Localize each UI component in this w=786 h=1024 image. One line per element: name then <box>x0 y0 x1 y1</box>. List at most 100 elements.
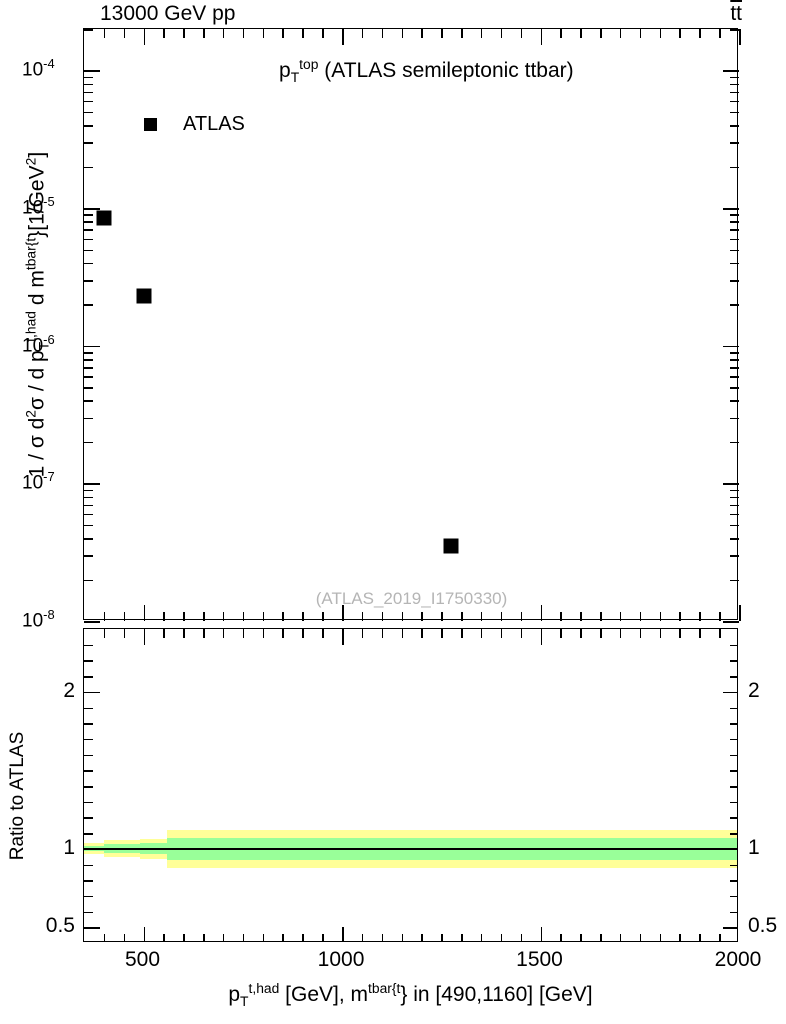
ratio-major-tick-right <box>723 927 737 929</box>
y-minor-tick <box>84 29 93 31</box>
ratio-minor-tick-right <box>730 644 737 647</box>
x-minor-tick-bottom <box>381 612 384 621</box>
ratio-x-minor-tick-bottom <box>163 934 165 941</box>
x-minor-tick <box>600 29 602 38</box>
y-minor-tick <box>84 262 93 265</box>
x-tick-label: 500 <box>125 948 161 971</box>
y-tick-label: 10-4 <box>22 56 55 81</box>
beam-energy-label: 13000 GeV pp <box>100 2 235 26</box>
ratio-x-minor-tick-bottom <box>441 934 443 941</box>
x-minor-tick-bottom <box>461 612 463 621</box>
x-tick-label: 2000 <box>714 948 762 971</box>
ratio-x-minor-tick <box>580 629 582 638</box>
ratio-x-minor-tick-bottom <box>719 934 721 941</box>
ratio-minor-tick <box>84 676 93 678</box>
ratio-x-minor-tick <box>441 629 443 638</box>
x-minor-tick-bottom <box>401 612 404 621</box>
ratio-x-minor-tick-bottom <box>123 934 126 941</box>
y-minor-tick-right <box>730 142 739 144</box>
y-major-tick-right <box>723 483 739 485</box>
x-minor-tick-bottom <box>163 612 165 621</box>
y-minor-tick-right <box>730 166 739 169</box>
x-minor-tick-bottom <box>203 612 205 621</box>
ratio-x-minor-tick <box>560 629 562 638</box>
ratio-x-minor-tick <box>381 629 384 638</box>
x-minor-tick <box>203 29 205 38</box>
process-label: tt <box>730 2 742 26</box>
y-minor-tick-right <box>730 504 739 507</box>
x-minor-tick <box>361 29 364 38</box>
x-minor-tick-bottom <box>679 612 681 621</box>
data-point-marker <box>96 210 112 226</box>
ratio-x-minor-tick-bottom <box>639 934 642 941</box>
ratio-x-minor-tick <box>619 629 622 638</box>
y-minor-tick-right <box>730 524 739 527</box>
ratio-x-minor-tick <box>480 629 483 638</box>
x-minor-tick-bottom <box>361 612 364 621</box>
x-minor-tick <box>441 29 443 38</box>
ratio-minor-tick-right <box>730 676 737 678</box>
plot-title-sub: T <box>290 69 300 86</box>
y-minor-tick <box>84 249 93 251</box>
x-minor-tick <box>401 29 404 38</box>
y-minor-tick-right <box>730 555 739 557</box>
y-tick-label: 10-8 <box>22 607 55 632</box>
x-minor-tick <box>480 29 483 38</box>
legend-label-atlas: ATLAS <box>183 113 245 135</box>
ratio-minor-tick-right <box>730 754 737 757</box>
ratio-y-axis-title: Ratio to ATLAS <box>7 731 28 861</box>
y-minor-tick <box>84 555 93 557</box>
x-minor-tick-bottom <box>560 612 562 621</box>
ratio-x-major-tick-bottom <box>143 927 146 941</box>
legend: ATLAS <box>144 113 245 136</box>
main-plot-panel: pTtop (ATLAS semileptonic ttbar) ATLAS (… <box>83 28 741 623</box>
ratio-minor-tick <box>84 833 93 835</box>
data-point-marker <box>443 538 459 554</box>
y-minor-tick-right <box>730 417 739 420</box>
ratio-minor-tick <box>84 864 93 866</box>
y-minor-tick <box>84 142 93 144</box>
ratio-x-minor-tick <box>123 629 126 638</box>
ratio-x-minor-tick-bottom <box>500 934 503 941</box>
y-tick-label: 10-7 <box>22 469 55 494</box>
ratio-x-minor-tick-bottom <box>600 934 602 941</box>
ratio-x-major-tick-bottom <box>342 927 344 941</box>
y-minor-tick-right <box>730 91 739 94</box>
y-minor-tick <box>84 513 93 516</box>
x-minor-tick-bottom <box>520 612 523 621</box>
ratio-minor-tick <box>84 895 93 898</box>
x-tick-label: 1500 <box>516 948 563 971</box>
x-minor-tick-bottom <box>322 612 324 621</box>
ratio-x-minor-tick <box>262 629 265 638</box>
ratio-x-minor-tick-bottom <box>699 934 701 941</box>
x-minor-tick <box>222 29 225 38</box>
ratio-x-major-tick <box>540 629 542 645</box>
ratio-x-minor-tick <box>322 629 324 638</box>
x-minor-tick <box>163 29 165 38</box>
y-minor-tick <box>84 489 93 492</box>
ratio-minor-tick-right <box>730 895 737 898</box>
ratio-minor-tick <box>84 786 93 788</box>
x-minor-tick-bottom <box>242 612 245 621</box>
x-minor-tick <box>520 29 523 38</box>
x-minor-tick-bottom <box>639 612 642 621</box>
y-minor-tick <box>84 538 93 540</box>
legend-marker-icon <box>144 118 157 131</box>
x-minor-tick <box>560 29 562 38</box>
ratio-x-minor-tick-bottom <box>203 934 205 941</box>
y-major-tick-right <box>723 621 739 623</box>
ratio-major-tick <box>84 691 100 694</box>
ratio-minor-tick <box>84 644 93 647</box>
plot-title-var: p <box>279 59 291 82</box>
x-minor-tick-bottom <box>103 612 106 621</box>
y-minor-tick-right <box>730 229 739 231</box>
x-minor-tick <box>322 29 324 38</box>
ratio-x-minor-tick-bottom <box>560 934 562 941</box>
ratio-x-major-tick <box>143 629 146 645</box>
x-major-tick <box>342 29 344 45</box>
ratio-minor-tick <box>84 738 93 741</box>
x-minor-tick-bottom <box>500 612 503 621</box>
x-minor-tick <box>183 29 185 38</box>
x-minor-tick-bottom <box>302 612 304 621</box>
y-minor-tick <box>84 280 93 282</box>
